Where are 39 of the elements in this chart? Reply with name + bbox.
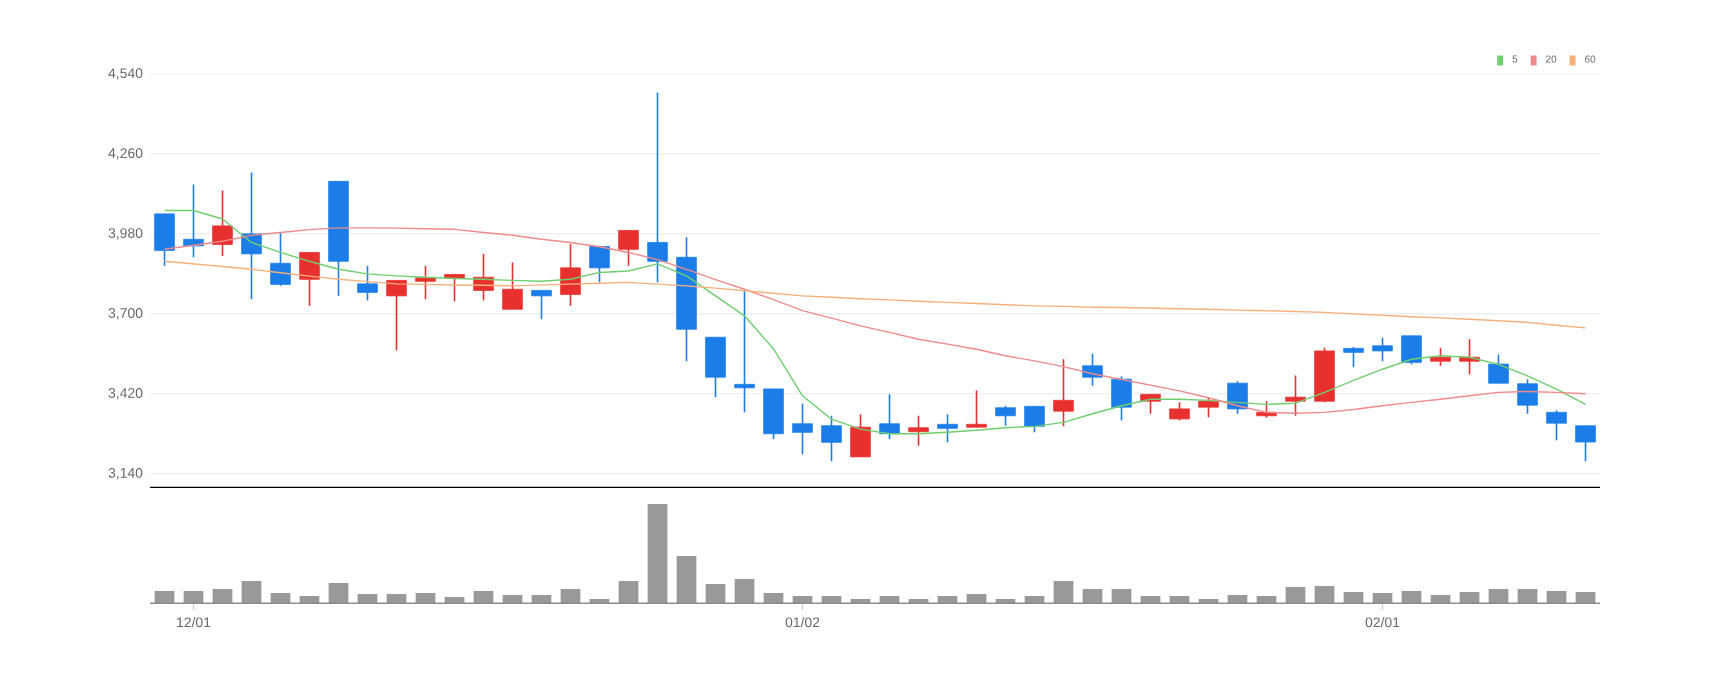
candlestick [850,413,871,458]
candlestick [531,289,552,321]
candlestick [937,413,958,444]
candlestick [212,189,233,257]
candlestick [1111,375,1132,422]
candlestick [647,91,668,284]
candlestick [589,245,610,284]
candlestick [618,229,639,267]
candlestick [183,183,204,259]
candlestick [357,265,378,302]
candlestick [1285,374,1306,417]
candlestick [705,336,726,398]
candlestick [1053,358,1074,428]
candlestick [241,171,262,301]
bar [647,504,668,604]
candlestick [734,289,755,414]
candlestick [386,279,407,352]
candlestick [270,231,291,287]
candlestick [154,213,175,267]
candlestick [908,414,929,447]
candlestick [1401,335,1422,366]
candlestick [560,243,581,307]
candlestick [995,404,1016,427]
candlestick [502,261,523,311]
candlestick [415,265,436,301]
bar [676,556,697,604]
candlestick [1575,424,1596,462]
candlestick [821,414,842,462]
candlestick [1343,346,1364,369]
candlestick [966,389,987,428]
candlestick [792,402,813,456]
candlestick [1198,396,1219,418]
candlestick [763,388,784,440]
candlestick [1024,405,1045,434]
candlestick [879,393,900,440]
candlestick [1372,337,1393,363]
candlestick [1546,409,1567,442]
candlestick [1517,378,1538,415]
candlestick [1488,353,1509,385]
